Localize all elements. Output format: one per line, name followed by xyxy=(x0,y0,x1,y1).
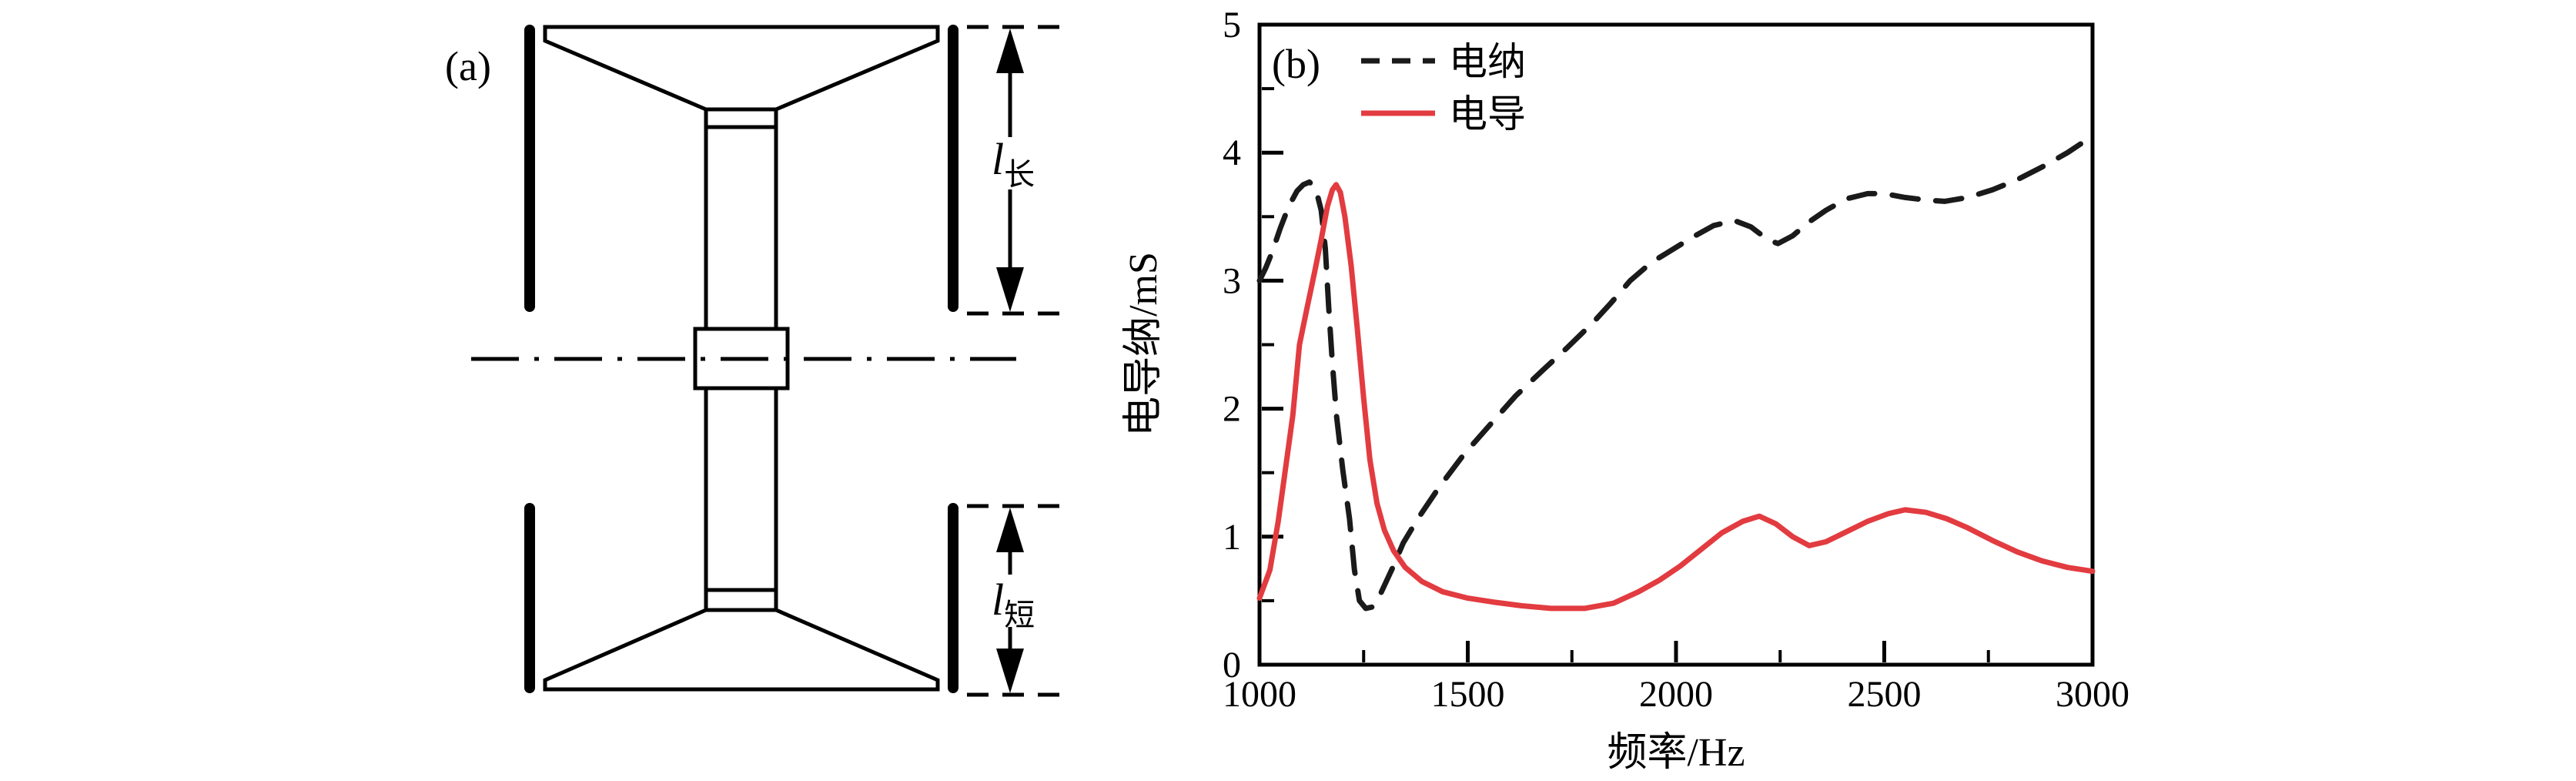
x-tick-label-3000: 3000 xyxy=(2056,674,2129,715)
legend-label-电导: 电导 xyxy=(1449,92,1526,136)
arrowhead-down-icon xyxy=(996,649,1024,693)
arrowhead-down-icon xyxy=(996,267,1024,312)
panel-b-chart: (b) 频率/Hz 电导纳/mS 1000 1500 2000 2500 3000 0 1 2… xyxy=(1122,5,2129,775)
x-tick-label-1000: 1000 xyxy=(1223,674,1296,715)
panel-a-label: (a) xyxy=(445,43,491,89)
dim-label-short: l短 xyxy=(992,575,1035,632)
curve-电导 xyxy=(1256,182,2096,612)
arrowhead-up-icon xyxy=(996,508,1024,552)
y-axis-title: 电导纳/mS xyxy=(1122,252,1166,437)
dimension-leaders xyxy=(967,25,1066,697)
data-curves xyxy=(1256,133,2096,612)
dim-label-long: l长 xyxy=(992,134,1035,192)
curve-电纳 xyxy=(1256,133,2096,612)
legend-label-电纳: 电纳 xyxy=(1449,40,1526,83)
horn-bottom-outline xyxy=(543,608,940,692)
y-tick-label-4: 4 xyxy=(1223,132,1241,173)
horn-top-outline xyxy=(543,25,940,112)
x-tick-label-2000: 2000 xyxy=(1639,674,1713,715)
x-axis-title: 频率/Hz xyxy=(1607,731,1745,775)
x-tick-label-2500: 2500 xyxy=(1848,674,1922,715)
plot-area xyxy=(1257,22,2095,667)
y-tick-label-1: 1 xyxy=(1223,517,1241,558)
y-tick-label-3: 3 xyxy=(1223,260,1241,301)
panel-b-label: (b) xyxy=(1272,41,1320,87)
panel-a-schematic xyxy=(471,25,1066,697)
axis-ticks: 1000 1500 2000 2500 3000 0 1 2 3 4 5 xyxy=(1223,5,2129,715)
y-tick-label-2: 2 xyxy=(1223,389,1241,430)
y-tick-label-0: 0 xyxy=(1223,645,1241,685)
x-tick-label-1500: 1500 xyxy=(1431,674,1505,715)
dimension-arrow-long xyxy=(996,28,1024,312)
arrowhead-up-icon xyxy=(996,28,1024,73)
y-tick-label-5: 5 xyxy=(1223,5,1241,45)
dimension-arrow-short xyxy=(996,508,1024,693)
electrode-bars xyxy=(524,25,958,693)
